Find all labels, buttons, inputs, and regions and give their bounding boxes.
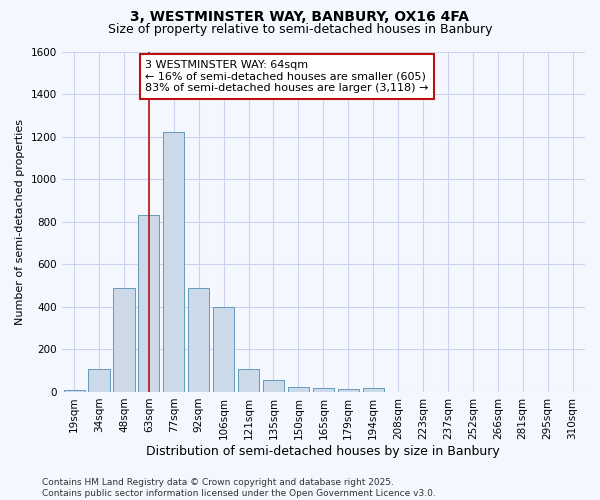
- Y-axis label: Number of semi-detached properties: Number of semi-detached properties: [15, 118, 25, 324]
- Bar: [263, 380, 284, 392]
- Bar: [238, 368, 259, 392]
- Text: 3, WESTMINSTER WAY, BANBURY, OX16 4FA: 3, WESTMINSTER WAY, BANBURY, OX16 4FA: [131, 10, 470, 24]
- Text: Contains HM Land Registry data © Crown copyright and database right 2025.
Contai: Contains HM Land Registry data © Crown c…: [42, 478, 436, 498]
- Bar: [338, 389, 359, 392]
- Text: Size of property relative to semi-detached houses in Banbury: Size of property relative to semi-detach…: [108, 22, 492, 36]
- Bar: [88, 368, 110, 392]
- X-axis label: Distribution of semi-detached houses by size in Banbury: Distribution of semi-detached houses by …: [146, 444, 500, 458]
- Bar: [313, 388, 334, 392]
- Bar: [138, 216, 160, 392]
- Bar: [362, 388, 384, 392]
- Bar: [64, 390, 85, 392]
- Bar: [163, 132, 184, 392]
- Text: 3 WESTMINSTER WAY: 64sqm
← 16% of semi-detached houses are smaller (605)
83% of : 3 WESTMINSTER WAY: 64sqm ← 16% of semi-d…: [145, 60, 428, 93]
- Bar: [113, 288, 134, 392]
- Bar: [288, 386, 309, 392]
- Bar: [213, 307, 234, 392]
- Bar: [188, 288, 209, 392]
